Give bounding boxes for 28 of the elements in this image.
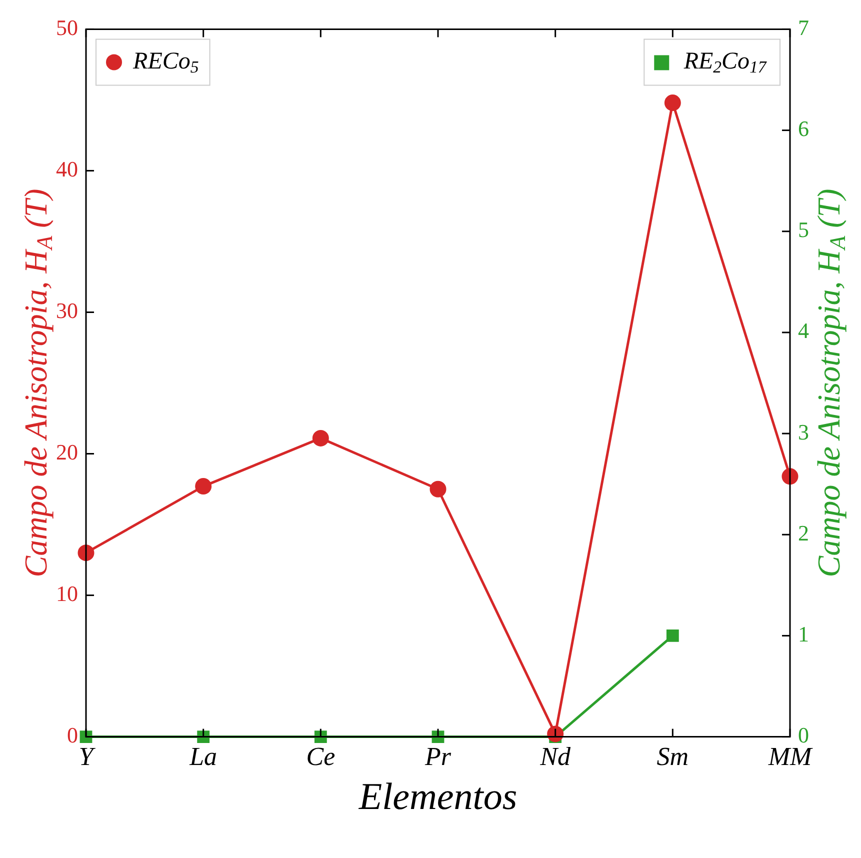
y2-axis-title: Campo de Anisotropia, HA (T)	[810, 188, 850, 578]
x-tick-label: Sm	[656, 742, 689, 772]
y-axis-title: Campo de Anisotropia, HA (T)	[17, 188, 57, 578]
point	[195, 478, 212, 495]
point	[782, 468, 798, 485]
x-tick-label: Ce	[306, 742, 336, 772]
y-tick-label: 0	[67, 722, 78, 748]
y-tick-label: 30	[56, 298, 78, 324]
y2-tick-label: 4	[798, 318, 809, 344]
y-tick-label: 20	[56, 440, 78, 465]
point	[664, 94, 681, 112]
y-tick-label: 10	[56, 581, 78, 606]
point	[78, 544, 94, 562]
point	[312, 430, 329, 446]
y2-tick-label: 1	[798, 621, 809, 646]
x-tick-label: Pr	[424, 742, 452, 772]
y2-tick-label: 2	[798, 520, 809, 546]
point	[430, 480, 446, 498]
y2-tick-label: 3	[798, 419, 809, 444]
y2-tick-label: 5	[798, 217, 809, 242]
x-tick-label: Nd	[539, 742, 572, 772]
y2-tick-label: 7	[798, 14, 809, 40]
y-tick-label: 40	[56, 156, 78, 182]
x-tick-label: Y	[78, 742, 96, 772]
x-axis-title: Elementos	[358, 776, 518, 818]
y2-tick-label: 6	[798, 116, 809, 142]
y-tick-label: 50	[56, 14, 78, 40]
x-tick-label: La	[188, 742, 218, 772]
